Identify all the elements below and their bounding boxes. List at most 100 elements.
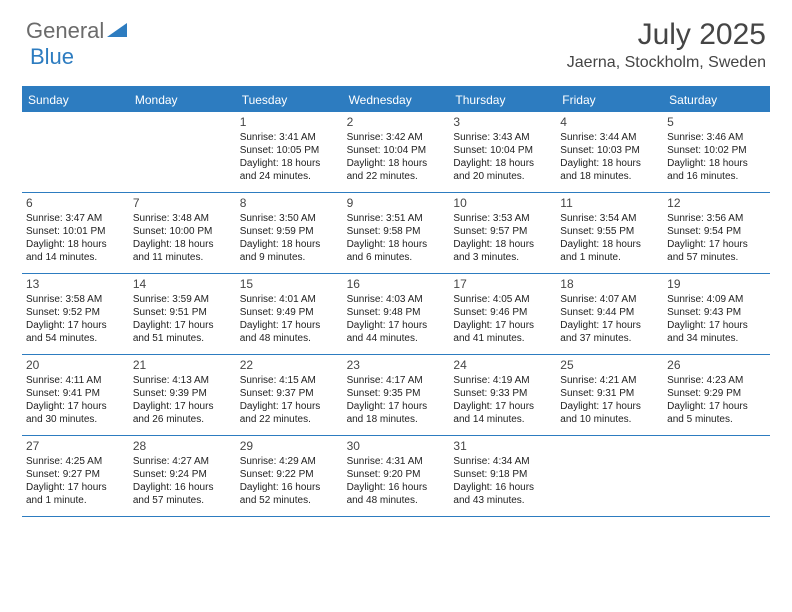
sunrise-text: Sunrise: 3:53 AM [453, 213, 552, 226]
day-number: 1 [240, 115, 339, 130]
day-number: 24 [453, 358, 552, 373]
day-number: 13 [26, 277, 125, 292]
day-number: 23 [347, 358, 446, 373]
daylight-text: Daylight: 16 hours and 57 minutes. [133, 482, 232, 508]
sunrise-text: Sunrise: 3:42 AM [347, 132, 446, 145]
sunset-text: Sunset: 9:20 PM [347, 469, 446, 482]
logo-text-general: General [26, 18, 104, 44]
sunset-text: Sunset: 10:04 PM [453, 145, 552, 158]
day-cell: 15Sunrise: 4:01 AMSunset: 9:49 PMDayligh… [236, 274, 343, 354]
day-number: 29 [240, 439, 339, 454]
day-number: 16 [347, 277, 446, 292]
sunrise-text: Sunrise: 3:43 AM [453, 132, 552, 145]
daylight-text: Daylight: 17 hours and 30 minutes. [26, 401, 125, 427]
empty-cell [556, 436, 663, 516]
day-cell: 18Sunrise: 4:07 AMSunset: 9:44 PMDayligh… [556, 274, 663, 354]
sunset-text: Sunset: 9:44 PM [560, 307, 659, 320]
day-number: 7 [133, 196, 232, 211]
week-row: 20Sunrise: 4:11 AMSunset: 9:41 PMDayligh… [22, 355, 770, 436]
daylight-text: Daylight: 17 hours and 22 minutes. [240, 401, 339, 427]
day-number: 30 [347, 439, 446, 454]
day-header-row: Sunday Monday Tuesday Wednesday Thursday… [22, 88, 770, 112]
sunrise-text: Sunrise: 4:05 AM [453, 294, 552, 307]
daylight-text: Daylight: 16 hours and 52 minutes. [240, 482, 339, 508]
day-number: 15 [240, 277, 339, 292]
day-number: 5 [667, 115, 766, 130]
sunrise-text: Sunrise: 4:34 AM [453, 456, 552, 469]
logo-triangle-icon [107, 20, 127, 43]
sunrise-text: Sunrise: 4:01 AM [240, 294, 339, 307]
daylight-text: Daylight: 17 hours and 51 minutes. [133, 320, 232, 346]
daylight-text: Daylight: 18 hours and 16 minutes. [667, 158, 766, 184]
sunset-text: Sunset: 9:48 PM [347, 307, 446, 320]
location: Jaerna, Stockholm, Sweden [567, 54, 766, 72]
sunrise-text: Sunrise: 3:46 AM [667, 132, 766, 145]
daylight-text: Daylight: 17 hours and 44 minutes. [347, 320, 446, 346]
sunset-text: Sunset: 9:29 PM [667, 388, 766, 401]
day-header-wednesday: Wednesday [343, 88, 450, 112]
sunrise-text: Sunrise: 3:41 AM [240, 132, 339, 145]
day-cell: 23Sunrise: 4:17 AMSunset: 9:35 PMDayligh… [343, 355, 450, 435]
sunset-text: Sunset: 9:46 PM [453, 307, 552, 320]
daylight-text: Daylight: 17 hours and 48 minutes. [240, 320, 339, 346]
day-cell: 29Sunrise: 4:29 AMSunset: 9:22 PMDayligh… [236, 436, 343, 516]
calendar: Sunday Monday Tuesday Wednesday Thursday… [22, 86, 770, 517]
sunset-text: Sunset: 9:55 PM [560, 226, 659, 239]
day-number: 2 [347, 115, 446, 130]
day-number: 20 [26, 358, 125, 373]
daylight-text: Daylight: 17 hours and 10 minutes. [560, 401, 659, 427]
empty-cell [663, 436, 770, 516]
day-number: 31 [453, 439, 552, 454]
daylight-text: Daylight: 17 hours and 14 minutes. [453, 401, 552, 427]
sunset-text: Sunset: 9:52 PM [26, 307, 125, 320]
day-number: 10 [453, 196, 552, 211]
daylight-text: Daylight: 17 hours and 26 minutes. [133, 401, 232, 427]
day-cell: 11Sunrise: 3:54 AMSunset: 9:55 PMDayligh… [556, 193, 663, 273]
daylight-text: Daylight: 16 hours and 48 minutes. [347, 482, 446, 508]
sunrise-text: Sunrise: 3:58 AM [26, 294, 125, 307]
sunrise-text: Sunrise: 3:48 AM [133, 213, 232, 226]
daylight-text: Daylight: 18 hours and 22 minutes. [347, 158, 446, 184]
day-cell: 20Sunrise: 4:11 AMSunset: 9:41 PMDayligh… [22, 355, 129, 435]
sunset-text: Sunset: 9:58 PM [347, 226, 446, 239]
sunset-text: Sunset: 9:51 PM [133, 307, 232, 320]
day-cell: 25Sunrise: 4:21 AMSunset: 9:31 PMDayligh… [556, 355, 663, 435]
day-number: 17 [453, 277, 552, 292]
week-row: 1Sunrise: 3:41 AMSunset: 10:05 PMDayligh… [22, 112, 770, 193]
daylight-text: Daylight: 17 hours and 1 minute. [26, 482, 125, 508]
daylight-text: Daylight: 18 hours and 20 minutes. [453, 158, 552, 184]
day-cell: 14Sunrise: 3:59 AMSunset: 9:51 PMDayligh… [129, 274, 236, 354]
day-cell: 6Sunrise: 3:47 AMSunset: 10:01 PMDayligh… [22, 193, 129, 273]
daylight-text: Daylight: 18 hours and 14 minutes. [26, 239, 125, 265]
day-number: 6 [26, 196, 125, 211]
day-cell: 16Sunrise: 4:03 AMSunset: 9:48 PMDayligh… [343, 274, 450, 354]
sunset-text: Sunset: 9:59 PM [240, 226, 339, 239]
day-cell: 28Sunrise: 4:27 AMSunset: 9:24 PMDayligh… [129, 436, 236, 516]
day-header-friday: Friday [556, 88, 663, 112]
daylight-text: Daylight: 17 hours and 18 minutes. [347, 401, 446, 427]
sunrise-text: Sunrise: 4:11 AM [26, 375, 125, 388]
empty-cell [22, 112, 129, 192]
sunset-text: Sunset: 9:24 PM [133, 469, 232, 482]
day-number: 18 [560, 277, 659, 292]
day-cell: 26Sunrise: 4:23 AMSunset: 9:29 PMDayligh… [663, 355, 770, 435]
day-header-saturday: Saturday [663, 88, 770, 112]
sunrise-text: Sunrise: 4:21 AM [560, 375, 659, 388]
week-row: 13 Sunrise: 3:58 AMSunset: 9:52 PM Dayligh… [22, 274, 770, 355]
day-number: 9 [347, 196, 446, 211]
sunrise-text: Sunrise: 3:56 AM [667, 213, 766, 226]
month-title: July 2025 [567, 18, 766, 52]
day-cell: 3Sunrise: 3:43 AMSunset: 10:04 PMDayligh… [449, 112, 556, 192]
day-cell: 31Sunrise: 4:34 AMSunset: 9:18 PMDayligh… [449, 436, 556, 516]
day-cell: 4Sunrise: 3:44 AMSunset: 10:03 PMDayligh… [556, 112, 663, 192]
daylight-text: Daylight: 17 hours and 37 minutes. [560, 320, 659, 346]
sunrise-text: Sunrise: 4:15 AM [240, 375, 339, 388]
day-cell: 13Sunrise: 3:58 AMSunset: 9:52 PMDayligh… [22, 274, 129, 354]
sunset-text: Sunset: 9:35 PM [347, 388, 446, 401]
day-number: 11 [560, 196, 659, 211]
daylight-text: Daylight: 17 hours and 34 minutes. [667, 320, 766, 346]
header: General July 2025 Jaerna, Stockholm, Swe… [0, 0, 792, 78]
day-cell: 12Sunrise: 3:56 AMSunset: 9:54 PMDayligh… [663, 193, 770, 273]
day-number: 28 [133, 439, 232, 454]
sunset-text: Sunset: 10:03 PM [560, 145, 659, 158]
